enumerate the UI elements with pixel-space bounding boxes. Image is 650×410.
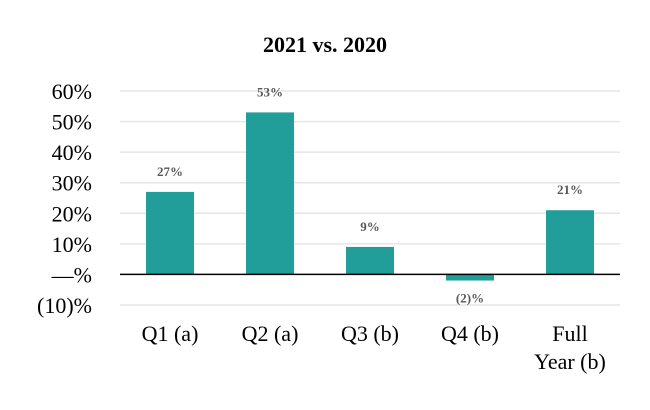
x-tick-label: Q1 (a) xyxy=(142,321,199,346)
y-tick-label: 30% xyxy=(52,171,92,196)
bars xyxy=(146,112,594,281)
y-tick-label: 60% xyxy=(52,79,92,104)
data-label: 27% xyxy=(157,164,183,179)
bar xyxy=(246,112,294,275)
y-tick-label: 50% xyxy=(52,110,92,135)
data-labels: 27% 53% 9% (2)% 21% xyxy=(157,84,583,305)
bar xyxy=(146,191,194,275)
y-tick-label: 40% xyxy=(52,140,92,165)
y-axis-ticks: 60% 50% 40% 30% 20% 10% —% (10)% xyxy=(37,79,92,318)
y-tick-label: 20% xyxy=(52,201,92,226)
y-tick-label: 10% xyxy=(52,232,92,257)
x-tick-label: Year (b) xyxy=(534,349,606,374)
gridlines xyxy=(120,90,620,306)
bar xyxy=(546,210,594,275)
bar xyxy=(446,274,494,281)
x-tick-label: Q4 (b) xyxy=(441,321,499,346)
data-label: (2)% xyxy=(456,291,484,306)
x-axis-ticks: Q1 (a) Q2 (a) Q3 (b) Q4 (b) Full Year (b) xyxy=(142,321,606,374)
bar xyxy=(346,246,394,275)
data-label: 21% xyxy=(557,182,583,197)
x-tick-label: Full xyxy=(552,321,587,346)
data-label: 53% xyxy=(257,84,283,99)
x-tick-label: Q2 (a) xyxy=(242,321,299,346)
y-tick-label: —% xyxy=(51,262,92,287)
data-label: 9% xyxy=(360,219,380,234)
x-tick-label: Q3 (b) xyxy=(341,321,399,346)
y-tick-label: (10)% xyxy=(37,293,92,318)
chart-title: 2021 vs. 2020 xyxy=(263,32,387,57)
